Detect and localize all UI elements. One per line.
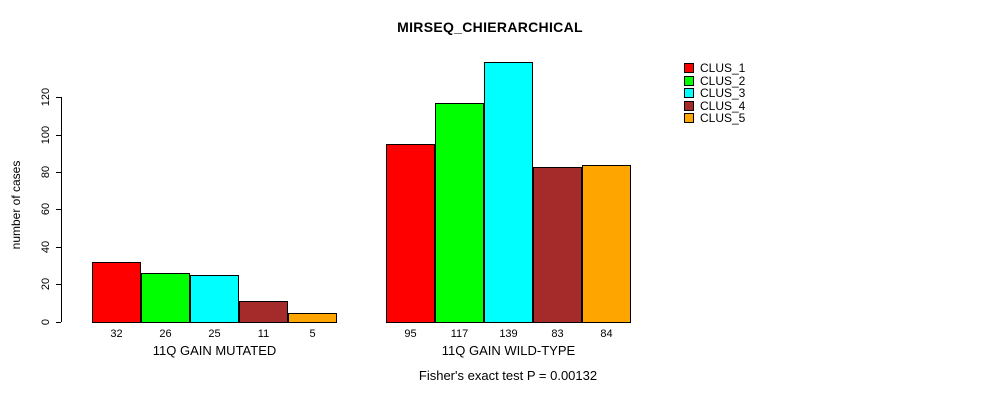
x-category-label-wild-type: 11Q GAIN WILD-TYPE — [441, 343, 576, 358]
y-tick-label: 120 — [40, 87, 52, 107]
x-category-label-mutated: 11Q GAIN MUTATED — [152, 343, 277, 358]
chart-title: MIRSEQ_CHIERARCHICAL — [397, 19, 583, 35]
bar-value-label: 5 — [309, 328, 316, 340]
bar-value-label: 11 — [257, 328, 270, 340]
bar-value-label: 25 — [208, 328, 221, 340]
bar-value-label: 84 — [600, 328, 613, 340]
legend-item-clus_1: CLUS_1 — [684, 62, 745, 75]
y-tick-label: 20 — [40, 277, 52, 291]
bar-clus_1-mutated — [92, 262, 141, 323]
y-tick-label: 100 — [40, 125, 52, 144]
legend-label: CLUS_3 — [700, 86, 746, 101]
y-tick-label: 60 — [40, 203, 52, 216]
bar-value-label: 26 — [159, 328, 172, 340]
bar-clus_5-wild-type — [582, 165, 631, 323]
legend-label: CLUS_1 — [700, 61, 746, 76]
bar-clus_3-mutated — [190, 275, 239, 323]
bar-value-label: 117 — [450, 328, 469, 340]
y-axis-line — [61, 97, 62, 323]
y-tick-mark — [56, 209, 61, 211]
legend-swatch-clus_2 — [684, 75, 694, 86]
legend-item-clus_2: CLUS_2 — [684, 75, 745, 88]
bar-value-label: 139 — [499, 328, 518, 340]
legend-label: CLUS_4 — [700, 98, 746, 113]
y-tick-mark — [56, 321, 61, 323]
legend-swatch-clus_5 — [684, 113, 694, 124]
bar-value-label: 32 — [110, 328, 123, 340]
legend-swatch-clus_1 — [684, 63, 694, 74]
y-tick-label: 80 — [40, 165, 52, 179]
y-tick-mark — [56, 246, 61, 248]
bar-value-label: 95 — [404, 328, 417, 340]
legend-item-clus_4: CLUS_4 — [684, 100, 745, 113]
legend-swatch-clus_4 — [684, 100, 694, 111]
legend-label: CLUS_5 — [700, 111, 746, 126]
y-tick-label: 40 — [40, 240, 52, 253]
fisher-test-caption: Fisher's exact test P = 0.00132 — [418, 368, 598, 383]
bar-clus_4-wild-type — [533, 167, 582, 323]
legend-swatch-clus_3 — [684, 88, 694, 99]
legend: CLUS_1 CLUS_2 CLUS_3 CLUS_4 CLUS_5 — [684, 62, 745, 125]
bar-clus_1-wild-type — [386, 144, 435, 323]
bar-clus_4-mutated — [239, 301, 288, 323]
y-tick-mark — [56, 97, 61, 99]
y-axis-title: number of cases — [9, 160, 23, 250]
y-tick-mark — [56, 134, 61, 136]
y-tick-mark — [56, 284, 61, 286]
legend-item-clus_3: CLUS_3 — [684, 87, 745, 100]
legend-item-clus_5: CLUS_5 — [684, 112, 745, 125]
bar-clus_2-wild-type — [435, 103, 484, 323]
bar-clus_3-wild-type — [484, 62, 533, 323]
legend-label: CLUS_2 — [700, 73, 746, 88]
y-tick-mark — [56, 171, 61, 173]
bar-value-label: 83 — [551, 328, 564, 340]
bar-clus_5-mutated — [288, 313, 337, 323]
y-tick-label: 0 — [40, 318, 52, 325]
bar-clus_2-mutated — [141, 273, 190, 323]
